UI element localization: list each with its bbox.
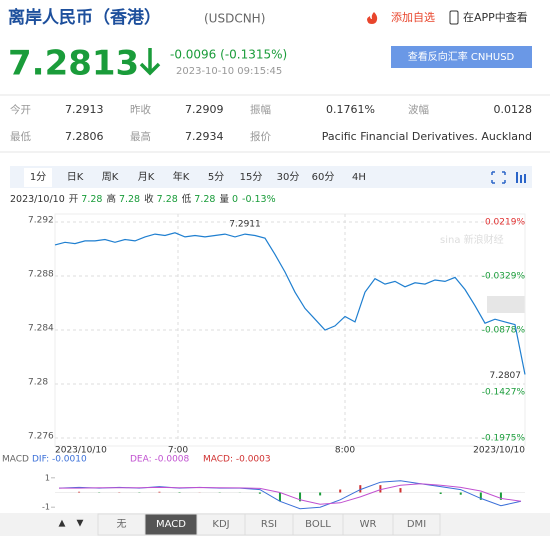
high-label: 7.2911 <box>229 220 261 230</box>
ohlc-label: 低 <box>182 193 192 205</box>
ohlc-value: 7.28 <box>157 194 178 205</box>
ohlc-label: 收 <box>144 193 154 205</box>
ohlc-value: 7.28 <box>81 194 102 205</box>
ohlc-label: 量 <box>219 194 229 205</box>
tab[interactable]: 30分 <box>277 171 300 183</box>
macd-header: DEA: -0.0008 <box>130 455 190 465</box>
down-button[interactable]: ▼ <box>77 519 84 529</box>
stat-label: 今开 <box>10 103 31 116</box>
tab[interactable]: 5分 <box>208 171 224 183</box>
macd-header: MACD <box>2 455 29 465</box>
macd-header: MACD: -0.0003 <box>203 455 271 465</box>
tab[interactable]: 年K <box>173 170 190 183</box>
stat-value: 7.2913 <box>65 103 104 116</box>
tab[interactable]: 15分 <box>240 171 263 183</box>
stat-value: 0.1761% <box>326 103 375 116</box>
tab[interactable]: 周K <box>102 171 119 183</box>
phone-icon <box>449 10 459 25</box>
y2-tick-label: -0.1427% <box>482 388 526 398</box>
macd-line <box>59 483 522 505</box>
ohlc-value: 0 <box>232 194 238 205</box>
y2-tick-label: -0.1975% <box>482 434 526 444</box>
stat-value: 7.2909 <box>185 103 224 116</box>
stat-label: 最高 <box>130 130 151 143</box>
highlight-box <box>487 296 525 313</box>
ohlc-label: 高 <box>106 193 116 205</box>
tab[interactable]: 4H <box>352 172 366 183</box>
y2-tick-label: 0.0219% <box>485 218 525 228</box>
down-arrow <box>139 48 161 76</box>
ohlc-value: 7.28 <box>119 194 140 205</box>
ohlc-label: 开 <box>69 194 79 205</box>
open-app[interactable]: 在APP中查看 <box>463 10 528 24</box>
stat-label: 昨收 <box>130 103 151 116</box>
add-watch[interactable]: 添加自选 <box>391 10 435 24</box>
timestamp: 2023-10-10 09:15:45 <box>176 66 282 77</box>
indicator-tab[interactable]: MACD <box>156 519 186 530</box>
stat-value: 0.0128 <box>494 103 533 116</box>
reverse-button[interactable] <box>391 46 532 68</box>
price: 7.2813 <box>8 44 139 84</box>
y-tick-label: 7.276 <box>28 432 54 442</box>
indicator-tab[interactable]: WR <box>360 519 377 530</box>
change: -0.0096 (-0.1315%) <box>170 48 287 62</box>
y-tick-label: 7.288 <box>28 270 54 280</box>
x-tick-label: 2023/10/10 <box>55 446 107 456</box>
symbol: (USDCNH) <box>204 12 265 26</box>
stat-label: 最低 <box>10 130 31 143</box>
last-label: 7.2807 <box>490 371 522 381</box>
indicator-tab[interactable]: BOLL <box>305 519 331 530</box>
stat-label: 波幅 <box>408 103 429 116</box>
tab[interactable]: 日K <box>67 172 84 183</box>
watermark: sina 新浪财经 <box>440 233 504 246</box>
tab-bar <box>10 166 532 188</box>
tab[interactable]: 月K <box>138 171 155 183</box>
macd-line <box>58 480 522 510</box>
stat-value: 7.2934 <box>185 130 224 143</box>
tab[interactable]: 60分 <box>312 171 335 183</box>
y-tick-label: 7.28 <box>28 378 48 388</box>
fire-icon <box>367 12 378 24</box>
up-button[interactable]: ▲ <box>59 519 66 529</box>
ohlc-line: 2023/10/10 开 7.28 高 7.28 收 7.28 低 7.28 量 0 -0.13% <box>10 193 276 205</box>
stat-label: 振幅 <box>250 103 271 116</box>
fullscreen-icon[interactable] <box>491 171 506 184</box>
macd-tick-label: -1 <box>42 503 50 512</box>
title: 离岸人民币（香港） <box>8 7 161 28</box>
x-tick-label: 2023/10/10 <box>473 446 525 456</box>
y-tick-label: 7.284 <box>28 324 54 334</box>
indicator-tab[interactable]: KDJ <box>212 519 229 530</box>
indicator-tab[interactable]: DMI <box>407 519 426 530</box>
ohlc-date: 2023/10/10 <box>10 194 65 205</box>
ohlc-change: -0.13% <box>242 194 276 205</box>
stat-value: 7.2806 <box>65 130 104 143</box>
indicator-tab[interactable]: 无 <box>117 519 127 530</box>
tab[interactable]: 1分 <box>30 171 46 183</box>
macd-tick-label: 1 <box>45 473 50 482</box>
stat-label: 报价 <box>250 130 271 143</box>
tab-selected[interactable] <box>24 168 52 187</box>
x-tick-label: 7:00 <box>168 446 188 456</box>
settings-icon[interactable] <box>516 172 526 183</box>
reverse-label: 查看反向汇率 CNHUSD <box>408 50 515 63</box>
price-line <box>54 232 526 375</box>
y-tick-label: 7.292 <box>28 216 54 226</box>
y2-tick-label: -0.0329% <box>482 271 526 281</box>
indicator-tab-box[interactable] <box>392 513 441 536</box>
stat-value: Pacific Financial Derivatives. Auckland <box>322 130 532 143</box>
y2-tick-label: -0.0878% <box>482 326 526 336</box>
ohlc-value: 7.28 <box>194 194 215 205</box>
macd-header: DIF: -0.0010 <box>32 455 87 465</box>
indicator-tab[interactable]: RSI <box>261 519 277 530</box>
x-tick-label: 8:00 <box>335 446 355 456</box>
